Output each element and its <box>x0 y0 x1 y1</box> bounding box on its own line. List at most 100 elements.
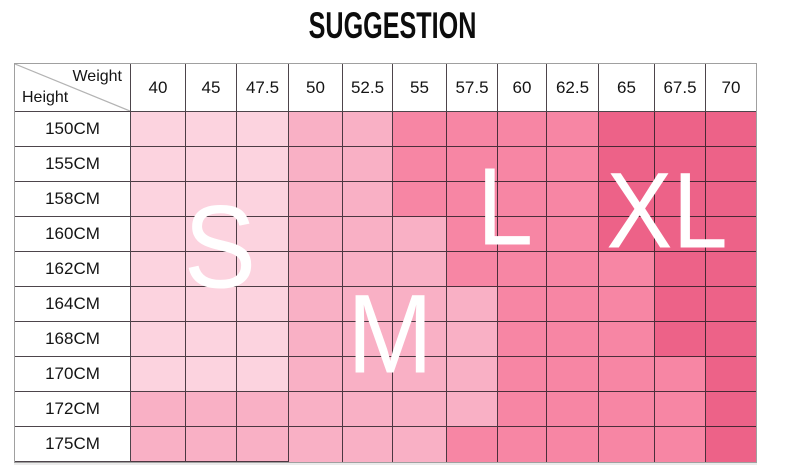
grid-cell-160cm-70 <box>706 217 756 252</box>
grid-cell-172cm-57.5 <box>447 392 498 427</box>
grid-cell-155cm-52.5 <box>343 147 393 182</box>
height-header: 168CM <box>15 322 131 357</box>
corner-cell: Weight Height <box>15 64 131 112</box>
grid-cell-155cm-70 <box>706 147 756 182</box>
grid-cell-150cm-70 <box>706 112 756 147</box>
grid-cell-168cm-60 <box>498 322 547 357</box>
grid-cell-175cm-55 <box>393 427 447 462</box>
grid-cell-160cm-65 <box>599 217 655 252</box>
grid-cell-160cm-45 <box>186 217 237 252</box>
grid-cell-168cm-70 <box>706 322 756 357</box>
grid-cell-158cm-62.5 <box>547 182 599 217</box>
weight-header: 67.5 <box>655 64 706 112</box>
grid-cell-158cm-70 <box>706 182 756 217</box>
grid-cell-162cm-52.5 <box>343 252 393 287</box>
grid-cell-162cm-70 <box>706 252 756 287</box>
grid-cell-155cm-55 <box>393 147 447 182</box>
page-title: SUGGESTION <box>308 5 477 46</box>
grid-cell-175cm-52.5 <box>343 427 393 462</box>
grid-cell-150cm-62.5 <box>547 112 599 147</box>
grid-cell-158cm-67.5 <box>655 182 706 217</box>
grid-cell-155cm-45 <box>186 147 237 182</box>
height-header: 155CM <box>15 147 131 182</box>
grid-cell-172cm-62.5 <box>547 392 599 427</box>
grid-cell-168cm-52.5 <box>343 322 393 357</box>
grid-cell-175cm-60 <box>498 427 547 462</box>
grid-cell-172cm-67.5 <box>655 392 706 427</box>
grid-cell-172cm-45 <box>186 392 237 427</box>
height-header: 158CM <box>15 182 131 217</box>
grid-cell-168cm-62.5 <box>547 322 599 357</box>
grid-cell-168cm-65 <box>599 322 655 357</box>
grid-cell-150cm-47.5 <box>237 112 289 147</box>
weight-header: 45 <box>186 64 237 112</box>
height-header: 172CM <box>15 392 131 427</box>
grid-cell-170cm-45 <box>186 357 237 392</box>
grid-cell-164cm-60 <box>498 287 547 322</box>
grid-cell-164cm-45 <box>186 287 237 322</box>
grid-cell-172cm-60 <box>498 392 547 427</box>
grid-cell-175cm-65 <box>599 427 655 462</box>
grid-cell-175cm-47.5 <box>237 427 289 462</box>
grid-cell-160cm-60 <box>498 217 547 252</box>
grid-cell-170cm-70 <box>706 357 756 392</box>
height-header: 164CM <box>15 287 131 322</box>
grid-cell-170cm-52.5 <box>343 357 393 392</box>
grid-cell-175cm-70 <box>706 427 756 462</box>
grid-cell-162cm-55 <box>393 252 447 287</box>
grid-cell-168cm-57.5 <box>447 322 498 357</box>
weight-header: 60 <box>498 64 547 112</box>
height-header: 175CM <box>15 427 131 462</box>
grid-cell-162cm-45 <box>186 252 237 287</box>
weight-header: 52.5 <box>343 64 393 112</box>
grid-cell-160cm-50 <box>289 217 343 252</box>
grid-cell-168cm-45 <box>186 322 237 357</box>
grid-cell-170cm-40 <box>131 357 186 392</box>
grid-cell-168cm-55 <box>393 322 447 357</box>
grid-cell-155cm-60 <box>498 147 547 182</box>
grid-cell-155cm-62.5 <box>547 147 599 182</box>
weight-header: 57.5 <box>447 64 498 112</box>
grid-cell-164cm-55 <box>393 287 447 322</box>
height-axis-label: Height <box>22 89 69 106</box>
grid-cell-150cm-50 <box>289 112 343 147</box>
grid-cell-170cm-47.5 <box>237 357 289 392</box>
grid-cell-164cm-57.5 <box>447 287 498 322</box>
grid-cell-150cm-55 <box>393 112 447 147</box>
grid-cell-170cm-50 <box>289 357 343 392</box>
grid-cell-158cm-45 <box>186 182 237 217</box>
grid-cell-162cm-65 <box>599 252 655 287</box>
grid-cell-164cm-65 <box>599 287 655 322</box>
grid-cell-162cm-47.5 <box>237 252 289 287</box>
grid-cell-175cm-67.5 <box>655 427 706 462</box>
grid-cell-172cm-65 <box>599 392 655 427</box>
grid-cell-158cm-55 <box>393 182 447 217</box>
grid-cell-162cm-67.5 <box>655 252 706 287</box>
grid-cell-160cm-62.5 <box>547 217 599 252</box>
grid-cell-170cm-60 <box>498 357 547 392</box>
grid-cell-168cm-40 <box>131 322 186 357</box>
grid-cell-170cm-57.5 <box>447 357 498 392</box>
grid-cell-158cm-40 <box>131 182 186 217</box>
grid-cell-160cm-40 <box>131 217 186 252</box>
grid-cell-150cm-57.5 <box>447 112 498 147</box>
grid-cell-168cm-50 <box>289 322 343 357</box>
grid-cell-164cm-62.5 <box>547 287 599 322</box>
grid-cell-170cm-65 <box>599 357 655 392</box>
grid-cell-160cm-57.5 <box>447 217 498 252</box>
grid-cell-150cm-67.5 <box>655 112 706 147</box>
diagonal-divider-line <box>15 64 130 111</box>
grid-cell-172cm-52.5 <box>343 392 393 427</box>
height-header: 150CM <box>15 112 131 147</box>
grid-cell-158cm-47.5 <box>237 182 289 217</box>
grid-cell-175cm-50 <box>289 427 343 462</box>
grid-cell-162cm-57.5 <box>447 252 498 287</box>
grid-cell-150cm-60 <box>498 112 547 147</box>
grid-cell-158cm-57.5 <box>447 182 498 217</box>
grid-cell-175cm-57.5 <box>447 427 498 462</box>
weight-header: 40 <box>131 64 186 112</box>
grid-cell-162cm-50 <box>289 252 343 287</box>
grid-cell-155cm-57.5 <box>447 147 498 182</box>
weight-header: 62.5 <box>547 64 599 112</box>
grid-cell-155cm-40 <box>131 147 186 182</box>
